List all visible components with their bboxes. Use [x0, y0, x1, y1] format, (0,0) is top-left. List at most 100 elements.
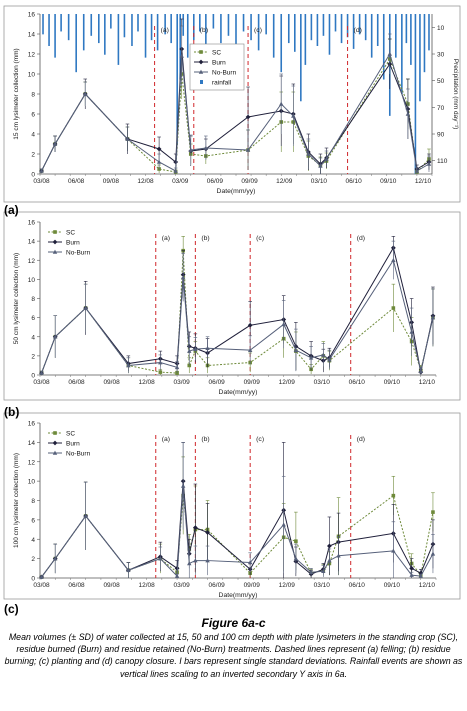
data-point [414, 168, 420, 173]
x-tick-label: 09/08 [103, 582, 120, 589]
x-tick-label: 09/09 [244, 379, 261, 386]
y-tick-label: 10 [28, 277, 36, 284]
legend-label: No-Burn [66, 250, 91, 257]
y-tick-label: 14 [28, 440, 36, 447]
data-point [387, 51, 392, 56]
x-tick-label: 12/10 [419, 379, 436, 386]
x-tick-label: 12/10 [419, 582, 436, 589]
x-tick-label: 12/08 [138, 379, 155, 386]
series-line [41, 250, 434, 374]
data-point [174, 364, 180, 370]
data-point [409, 572, 414, 577]
data-point [245, 114, 251, 120]
data-point [179, 53, 184, 58]
data-point [187, 348, 192, 353]
y-tick-label: 0 [31, 576, 35, 583]
event-label: (b) [200, 27, 208, 34]
data-point [193, 558, 198, 563]
x-tick-label: 03/10 [314, 582, 331, 589]
legend-label: SC [66, 431, 75, 438]
data-point [126, 363, 131, 368]
x-tick-label: 12/09 [279, 582, 296, 589]
data-point [430, 315, 436, 320]
data-point [193, 346, 198, 351]
data-point [174, 573, 180, 578]
y2-axis-label: Precipitation (mm day⁻¹) [452, 59, 459, 130]
data-point [39, 370, 44, 375]
x-tick-label: 12/09 [279, 379, 296, 386]
y-tick-label: 16 [28, 12, 36, 19]
data-point [291, 113, 296, 118]
legend-marker [52, 239, 58, 245]
data-point [173, 168, 178, 173]
x-tick-label: 06/08 [68, 178, 85, 185]
data-point [247, 322, 253, 328]
x-tick-label: 06/09 [209, 379, 226, 386]
data-point [321, 352, 326, 357]
panel-frame [3, 5, 461, 203]
x-tick-label: 09/09 [244, 582, 261, 589]
figure-caption: Mean volumes (± SD) of water collected a… [4, 632, 463, 679]
data-point [405, 111, 411, 116]
x-tick-label: 09/08 [103, 178, 120, 185]
y2-tick-label: 50 [437, 78, 445, 85]
data-point [293, 556, 299, 561]
chart-panel-2: 0 2 4 6 8 10 12 14 16 03/08 06/08 09/08 12/08 03/09 06… [3, 211, 461, 401]
x-tick-label: 06/10 [345, 178, 362, 185]
data-point [187, 561, 192, 566]
legend: SC Burn No-Burn [48, 230, 91, 257]
data-point [175, 371, 179, 375]
legend-swatch [200, 80, 203, 84]
y-axis-label: 15 cm lysimeter collection (mm) [13, 48, 20, 139]
data-point [391, 493, 396, 498]
data-point [247, 560, 253, 565]
data-point [279, 101, 284, 106]
y-tick-label: 16 [28, 220, 36, 227]
x-tick-label: 03/08 [33, 582, 50, 589]
y-tick-label: 8 [31, 296, 35, 303]
x-tick-label: 06/10 [349, 379, 366, 386]
data-point [205, 345, 210, 351]
data-point [39, 168, 44, 173]
series-line [41, 246, 434, 374]
y2-tick-label: 30 [437, 52, 445, 59]
y2-tick-label: 70 [437, 105, 445, 112]
x-tick-label: 12/10 [415, 178, 432, 185]
y-tick-label: 4 [31, 132, 35, 139]
legend-label: Burn [66, 240, 80, 247]
y-tick-label: 8 [31, 92, 35, 99]
legend-marker [53, 230, 57, 234]
y2-tick-label: 10 [437, 25, 445, 32]
data-point [281, 522, 286, 527]
x-tick-label: 03/09 [174, 379, 191, 386]
data-point [156, 159, 162, 164]
data-point [418, 368, 423, 373]
event-label: (c) [254, 27, 262, 34]
y-tick-label: 12 [28, 52, 36, 59]
event-label: (d) [357, 235, 365, 242]
data-point [205, 530, 210, 535]
data-point [53, 556, 58, 561]
data-point [336, 553, 341, 558]
legend-label: Burn [66, 441, 80, 448]
data-point [391, 548, 396, 553]
x-axis-label: Date(mm/yy) [217, 188, 256, 195]
data-point [308, 569, 314, 574]
data-point [327, 558, 332, 563]
x-tick-label: 09/10 [380, 178, 397, 185]
data-point [180, 275, 186, 280]
data-point [321, 568, 326, 574]
legend-marker [52, 440, 58, 446]
panel-frame [3, 412, 461, 600]
data-point [83, 305, 88, 310]
chart-panel-1: 0 2 4 6 8 10 12 14 16 03/08 06/08 09/08 12/08 03/09 06… [3, 5, 461, 203]
legend-label: rainfall [212, 80, 232, 87]
x-tick-label: 12/08 [137, 178, 154, 185]
y-axis-label: 100 cm lysimeter collection (mm) [13, 453, 20, 548]
data-point [203, 145, 209, 150]
data-point [188, 147, 193, 152]
event-label: (b) [201, 235, 209, 242]
legend-marker [199, 50, 203, 54]
y-tick-label: 6 [31, 315, 35, 322]
chart-panel-3: 0 2 4 6 8 10 12 14 16 03/08 06/08 09/08 12/08 03/09 06… [3, 412, 461, 600]
